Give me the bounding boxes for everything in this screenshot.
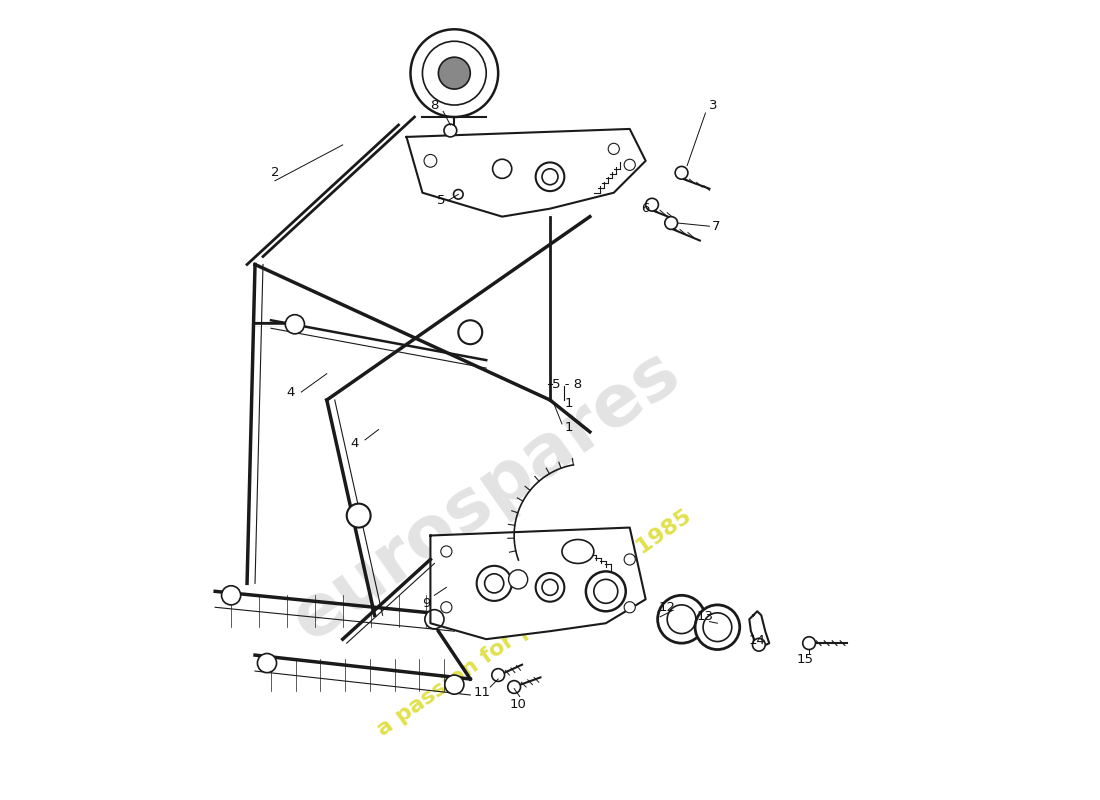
Circle shape [675,166,688,179]
Circle shape [476,566,512,601]
Circle shape [493,159,512,178]
Circle shape [658,595,705,643]
Circle shape [586,571,626,611]
Circle shape [646,198,659,211]
Circle shape [453,190,463,199]
Circle shape [536,573,564,602]
Text: 12: 12 [659,601,675,614]
Circle shape [695,605,739,650]
Text: 1: 1 [564,422,573,434]
Circle shape [285,314,305,334]
Text: 13: 13 [697,610,714,623]
Ellipse shape [562,539,594,563]
Circle shape [542,169,558,185]
Circle shape [752,638,766,651]
Text: 11: 11 [474,686,491,699]
Circle shape [257,654,276,673]
Text: 6: 6 [641,202,650,215]
Text: eurospares: eurospares [279,336,693,655]
Circle shape [703,613,732,642]
Circle shape [803,637,815,650]
Circle shape [608,143,619,154]
Circle shape [444,124,456,137]
Circle shape [542,579,558,595]
Circle shape [668,605,696,634]
Text: 14: 14 [749,634,766,647]
Text: 2: 2 [271,166,279,179]
Circle shape [508,570,528,589]
Text: 9: 9 [422,597,430,610]
Circle shape [485,574,504,593]
Circle shape [624,159,636,170]
Text: 7: 7 [712,220,720,233]
Text: 5 - 8: 5 - 8 [551,378,582,390]
Circle shape [441,602,452,613]
Circle shape [492,669,505,682]
Text: 3: 3 [710,98,717,111]
Text: 8: 8 [430,98,439,111]
Text: 10: 10 [509,698,527,711]
Text: 15: 15 [796,653,814,666]
Text: 1: 1 [564,398,573,410]
Text: 5: 5 [437,194,446,207]
Circle shape [425,610,444,629]
Circle shape [459,320,482,344]
Polygon shape [407,129,646,217]
Circle shape [594,579,618,603]
Text: a passion for parts since 1985: a passion for parts since 1985 [373,506,695,740]
Circle shape [422,42,486,105]
Circle shape [508,681,520,694]
Circle shape [439,57,471,89]
Circle shape [346,504,371,527]
Circle shape [624,602,636,613]
Circle shape [444,675,464,694]
Circle shape [664,217,678,230]
Text: 4: 4 [287,386,295,398]
Text: 4: 4 [351,438,359,450]
Circle shape [221,586,241,605]
Circle shape [536,162,564,191]
Circle shape [424,154,437,167]
Circle shape [441,546,452,557]
Polygon shape [430,527,646,639]
Circle shape [410,30,498,117]
Circle shape [624,554,636,565]
